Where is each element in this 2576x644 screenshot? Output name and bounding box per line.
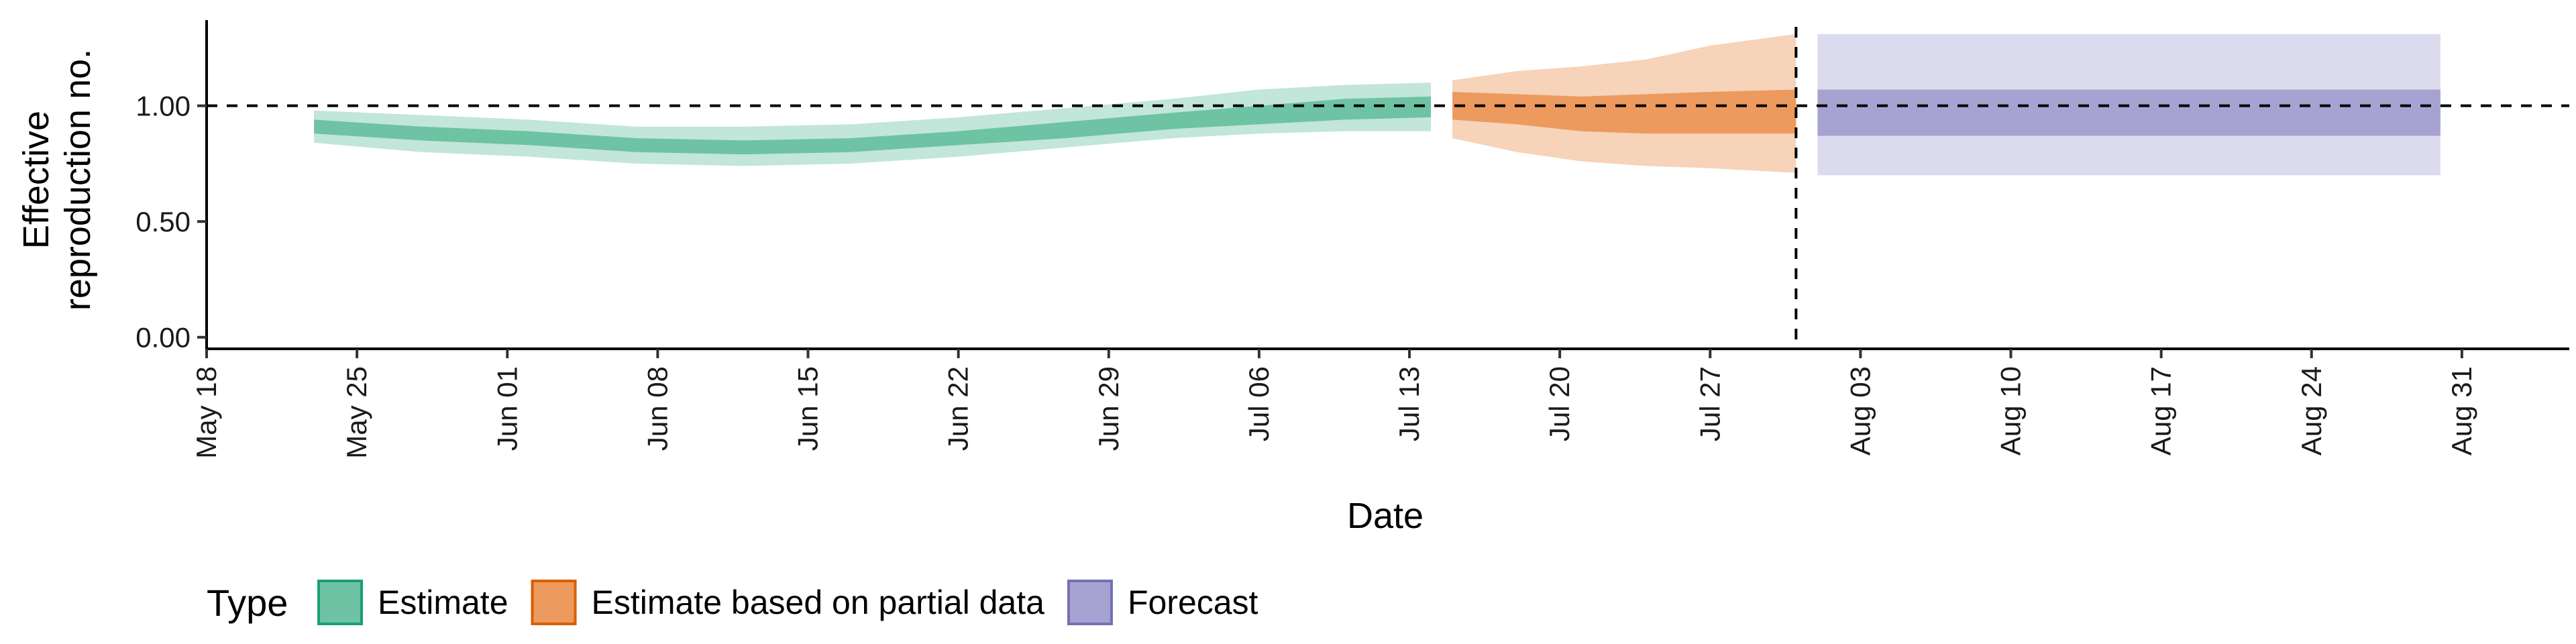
- legend-label-estimate: Estimate: [378, 584, 508, 621]
- estimate-50-interval-band: [314, 96, 1432, 155]
- legend-items: Estimate Estimate based on partial data Fo…: [317, 580, 1258, 625]
- legend: Type Estimate Estimate based on partial d…: [207, 580, 1258, 625]
- x-tick-label: Jun 01: [491, 366, 523, 451]
- x-tick-label: Jun 15: [792, 366, 824, 451]
- x-tick-label: Jun 08: [641, 366, 673, 451]
- x-tick-label: Jul 27: [1694, 366, 1725, 441]
- y-axis-ticks: 0.00 0.50 1.00: [136, 91, 207, 354]
- axes: [205, 20, 2569, 350]
- reference-lines: [207, 27, 2569, 349]
- legend-label-forecast: Forecast: [1128, 584, 1258, 621]
- x-axis-ticks: May 18 May 25 Jun 01 Jun 08 Jun 15 Jun 22 Jun …: [191, 349, 2477, 459]
- legend-label-estimate-based-on-partial-data: Estimate based on partial data: [592, 584, 1045, 621]
- legend-swatch-estimate: [317, 580, 363, 625]
- y-tick-label: 0.00: [136, 322, 191, 354]
- estimate-90-interval-band: [314, 83, 1432, 166]
- x-axis-title: Date: [1347, 496, 1424, 536]
- y-tick-label: 0.50: [136, 206, 191, 237]
- x-tick-label: Jul 13: [1393, 366, 1425, 441]
- x-tick-label: Aug 24: [2296, 366, 2327, 455]
- x-tick-label: Aug 17: [2145, 366, 2177, 455]
- legend-swatch-estimate-based-on-partial-data: [531, 580, 577, 625]
- forecast-50-interval-band: [1817, 89, 2440, 136]
- x-tick-label: May 18: [191, 366, 222, 459]
- legend-swatch-forecast: [1067, 580, 1113, 625]
- estimate-based-on-partial-data-50-interval-band: [1452, 89, 1796, 134]
- y-tick-label: 1.00: [136, 91, 191, 122]
- legend-title: Type: [207, 582, 288, 624]
- x-tick-label: May 25: [341, 366, 372, 459]
- x-tick-label: Jul 06: [1243, 366, 1275, 441]
- y-axis-title-line-2: reproduction no.: [58, 49, 98, 311]
- x-tick-label: Aug 31: [2446, 366, 2477, 455]
- x-tick-label: Aug 10: [1995, 366, 2027, 455]
- x-tick-label: Aug 03: [1844, 366, 1876, 455]
- x-tick-label: Jul 20: [1544, 366, 1575, 441]
- x-tick-label: Jun 22: [943, 366, 974, 451]
- x-tick-label: Jun 29: [1093, 366, 1124, 451]
- y-axis-title-line-1: Effective: [16, 111, 56, 249]
